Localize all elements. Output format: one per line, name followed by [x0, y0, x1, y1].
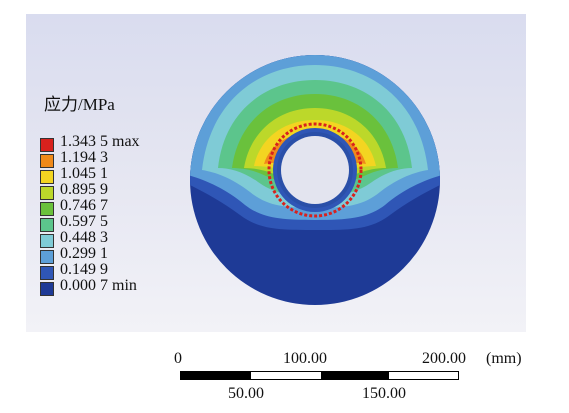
legend-label: 1.045 1: [60, 165, 108, 182]
legend-label: 0.448 3: [60, 229, 108, 246]
washer-stress-contour: [190, 55, 440, 305]
scale-segment: [321, 372, 389, 379]
legend-swatch: [40, 234, 54, 248]
legend-swatch: [40, 170, 54, 184]
legend-swatch: [40, 250, 54, 264]
legend-title: 应力/MPa: [44, 95, 115, 114]
scale-label-200: 200.00: [422, 350, 466, 367]
center-hole: [281, 136, 349, 204]
scale-segment: [389, 372, 458, 379]
legend-swatch: [40, 138, 54, 152]
legend-label: 0.149 9: [60, 261, 108, 278]
scale-label-0: 0: [174, 350, 182, 367]
scale-bar: [180, 371, 459, 380]
legend-swatch: [40, 202, 54, 216]
legend-label: 0.000 7 min: [60, 277, 137, 294]
legend-label: 1.194 3: [60, 149, 108, 166]
scale-segment: [181, 372, 251, 379]
max-stress-ring: [267, 122, 363, 218]
legend-label: 0.299 1: [60, 245, 108, 262]
scale-segment: [251, 372, 321, 379]
scale-label-50: 50.00: [228, 385, 264, 402]
legend-label: 0.746 7: [60, 197, 108, 214]
legend-swatch: [40, 282, 54, 296]
legend-label: 0.597 5: [60, 213, 108, 230]
scale-label-150: 150.00: [362, 385, 406, 402]
legend-swatch: [40, 186, 54, 200]
legend-swatch: [40, 266, 54, 280]
scale-unit: (mm): [486, 350, 522, 367]
legend-swatch: [40, 218, 54, 232]
legend-swatch: [40, 154, 54, 168]
legend-label: 0.895 9: [60, 181, 108, 198]
scale-label-100: 100.00: [283, 350, 327, 367]
legend-label: 1.343 5 max: [60, 133, 140, 150]
